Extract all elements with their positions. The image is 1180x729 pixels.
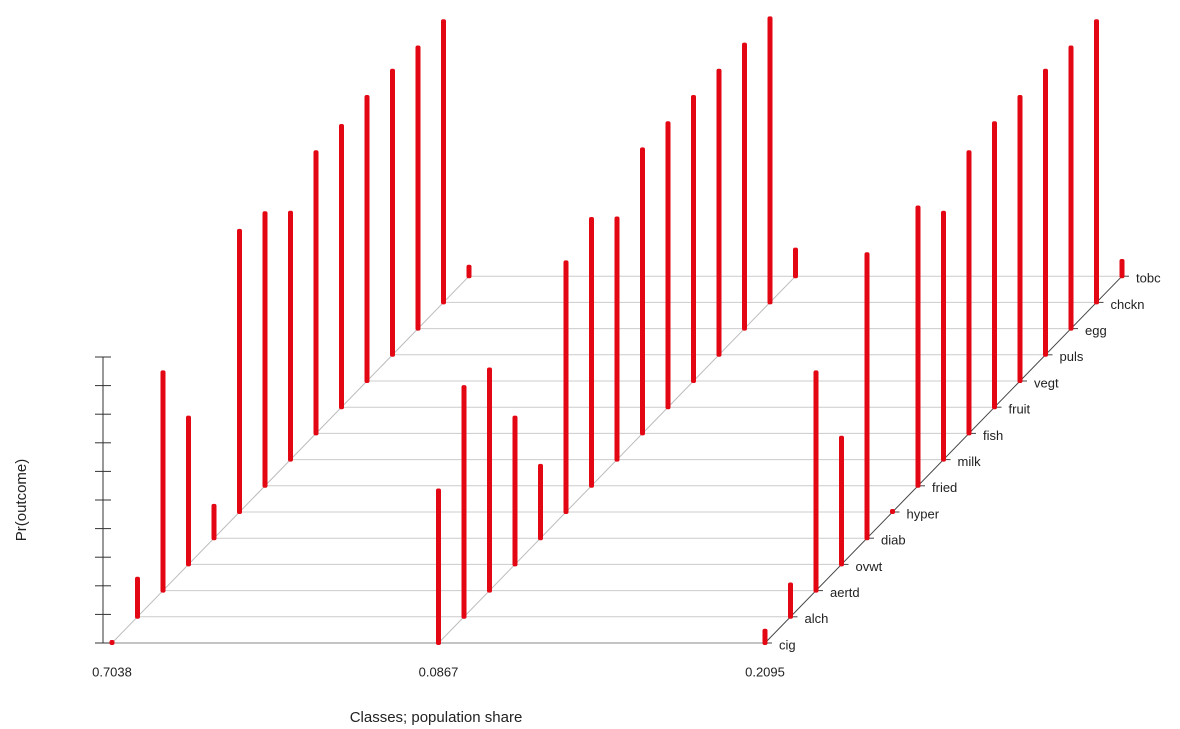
bar: [339, 124, 344, 410]
x-tick-label: 0.0867: [419, 664, 459, 679]
item-label: aertd: [830, 585, 860, 600]
bar: [487, 367, 492, 593]
item-label: diab: [881, 533, 906, 548]
y-axis-label: Pr(outcome): [13, 459, 30, 542]
item-label: fried: [932, 480, 957, 495]
bar: [461, 385, 467, 619]
bar: [109, 640, 115, 645]
bar: [211, 503, 217, 541]
bar: [890, 509, 895, 514]
bar: [793, 247, 798, 279]
bar: [135, 576, 140, 619]
item-label: chckn: [1111, 297, 1145, 312]
bar: [390, 68, 395, 357]
bar: [1094, 19, 1099, 305]
bar: [262, 211, 268, 488]
bar: [563, 260, 569, 514]
bar: [237, 228, 242, 515]
bar: [767, 16, 773, 305]
bar: [466, 264, 472, 279]
bar: [665, 121, 671, 410]
bar: [691, 95, 696, 383]
item-label: vegt: [1034, 375, 1059, 390]
bar: [992, 121, 997, 410]
bar: [1017, 95, 1023, 383]
item-label: egg: [1085, 323, 1107, 338]
bar: [716, 68, 722, 357]
bar: [589, 216, 594, 488]
bar: [364, 95, 370, 383]
bar: [436, 488, 441, 645]
bar: [288, 210, 293, 462]
bar: [1068, 45, 1074, 331]
bar: [742, 42, 747, 331]
item-label: milk: [958, 454, 982, 469]
item-label: tobc: [1136, 271, 1161, 286]
bar: [788, 582, 793, 619]
x-tick-label: 0.2095: [745, 664, 785, 679]
bar: [1119, 259, 1125, 279]
bar: [640, 147, 645, 436]
bar: [966, 150, 972, 436]
bar: [915, 205, 921, 488]
item-label: alch: [805, 611, 829, 626]
bar: [941, 210, 946, 462]
bar: [1043, 68, 1048, 357]
x-axis-label: Classes; population share: [350, 709, 523, 726]
item-label: fruit: [1009, 402, 1031, 417]
bar: [441, 19, 446, 305]
bar: [313, 150, 319, 436]
item-label: cig: [779, 637, 796, 652]
bar: [186, 415, 191, 567]
bar: [813, 370, 819, 593]
x-tick-label: 0.7038: [92, 664, 132, 679]
bar: [864, 252, 870, 541]
bar: [839, 435, 844, 567]
item-label: hyper: [907, 506, 940, 521]
bar: [762, 628, 768, 645]
item-label: puls: [1060, 349, 1084, 364]
item-label: fish: [983, 428, 1003, 443]
item-label: ovwt: [856, 559, 883, 574]
bar: [538, 463, 543, 541]
bar: [160, 370, 166, 593]
bar: [614, 216, 620, 462]
bar: [415, 45, 421, 331]
bar: [512, 415, 518, 567]
